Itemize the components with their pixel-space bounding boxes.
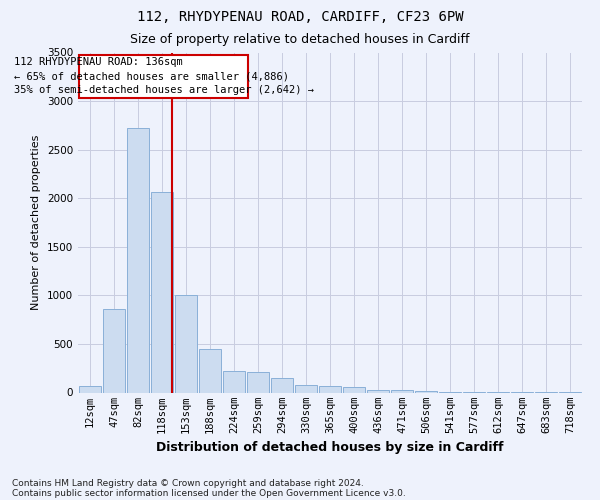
Bar — [79, 386, 101, 392]
Bar — [103, 310, 125, 392]
Bar — [175, 296, 197, 392]
Bar — [415, 391, 437, 392]
Bar — [391, 390, 413, 392]
Bar — [343, 387, 365, 392]
Bar — [223, 370, 245, 392]
Text: 112 RHYDYPENAU ROAD: 136sqm
← 65% of detached houses are smaller (4,886)
35% of : 112 RHYDYPENAU ROAD: 136sqm ← 65% of det… — [14, 57, 314, 95]
Bar — [319, 386, 341, 392]
Bar — [247, 372, 269, 392]
Bar — [79, 54, 248, 98]
Text: Contains HM Land Registry data © Crown copyright and database right 2024.: Contains HM Land Registry data © Crown c… — [12, 478, 364, 488]
Bar — [151, 192, 173, 392]
Bar — [367, 390, 389, 392]
Bar — [295, 385, 317, 392]
Bar — [127, 128, 149, 392]
Y-axis label: Number of detached properties: Number of detached properties — [31, 135, 41, 310]
Text: Contains public sector information licensed under the Open Government Licence v3: Contains public sector information licen… — [12, 488, 406, 498]
Text: 112, RHYDYPENAU ROAD, CARDIFF, CF23 6PW: 112, RHYDYPENAU ROAD, CARDIFF, CF23 6PW — [137, 10, 463, 24]
X-axis label: Distribution of detached houses by size in Cardiff: Distribution of detached houses by size … — [156, 441, 504, 454]
Bar — [271, 378, 293, 392]
Text: Size of property relative to detached houses in Cardiff: Size of property relative to detached ho… — [130, 32, 470, 46]
Bar — [199, 349, 221, 393]
